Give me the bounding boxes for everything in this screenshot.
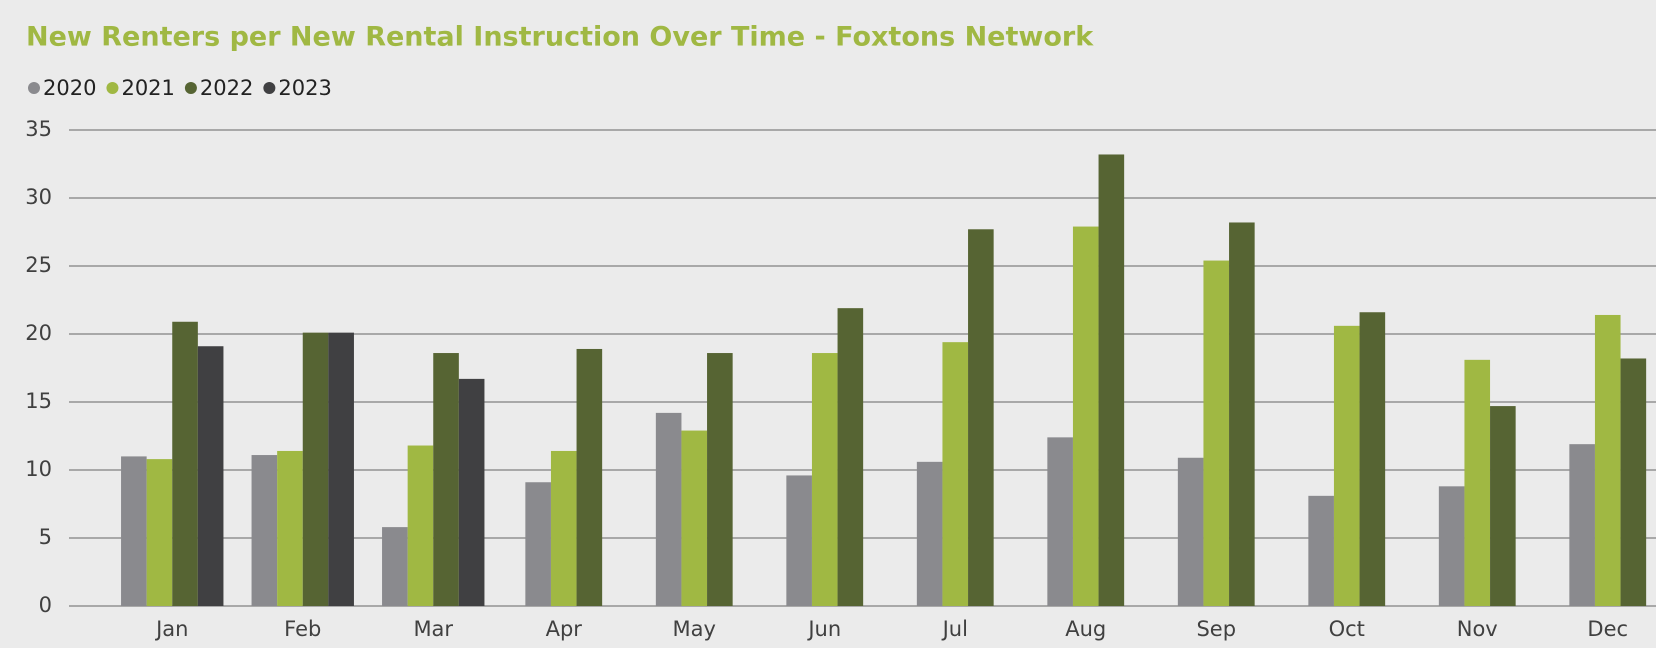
y-tick-label: 35 [25,117,52,141]
bar [1308,495,1334,606]
bar [1098,154,1125,607]
bar [1569,444,1595,606]
legend-marker [263,82,276,94]
bar [328,332,354,606]
legend-marker [28,82,40,94]
x-tick-label: Oct [1329,617,1365,641]
bar [968,229,994,606]
x-tick-label: Jan [154,617,188,641]
y-tick-label: 30 [25,185,52,209]
bar [837,308,864,606]
x-tick-label: Mar [413,617,453,641]
bar [1072,226,1099,606]
bar [1047,437,1073,606]
bar [550,450,577,606]
bar [1464,359,1491,606]
bar [576,348,603,606]
legend-label: 2023 [278,76,331,100]
y-tick-label: 20 [25,321,52,345]
bar [433,353,459,606]
bar [277,450,303,606]
y-tick-label: 0 [39,593,52,617]
bar [197,346,224,606]
bar [811,353,838,606]
bar [1359,312,1386,606]
x-tick-label: Jun [806,617,841,641]
bar [251,455,278,606]
y-tick-label: 5 [39,525,52,549]
bar [1594,314,1621,606]
bar [1438,486,1465,606]
bar [1333,325,1360,606]
bar [121,456,147,606]
bar [1620,358,1647,606]
bar [1229,222,1255,607]
x-tick-label: May [673,617,716,641]
legend-marker [106,82,119,94]
bar [1203,260,1230,606]
bar [172,321,198,606]
y-tick-label: 15 [25,389,52,413]
legend-label: 2020 [43,76,96,100]
x-tick-label: Aug [1065,617,1106,641]
bar [655,412,682,606]
legend-label: 2021 [121,76,174,100]
bar [407,445,434,606]
y-tick-label: 10 [25,457,52,481]
x-tick-label: Nov [1457,617,1498,641]
bar [786,475,812,606]
y-tick-label: 25 [25,253,52,277]
bar [302,332,329,606]
bar [382,527,408,606]
chart-title: New Renters per New Rental Instruction O… [26,22,1094,53]
x-tick-label: Apr [546,617,583,641]
legend-marker [184,82,197,94]
x-tick-label: Jul [941,617,968,641]
bar [916,461,943,606]
bar [146,459,173,606]
x-tick-label: Feb [284,617,321,641]
legend-label: 2022 [200,76,253,100]
x-tick-label: Dec [1587,617,1628,641]
bar [1490,406,1516,606]
bar [1177,457,1204,606]
bar [707,353,733,606]
bar [458,378,485,606]
x-tick-label: Sep [1196,617,1236,641]
bar [681,430,708,606]
bar [942,342,969,606]
bar [525,482,551,606]
